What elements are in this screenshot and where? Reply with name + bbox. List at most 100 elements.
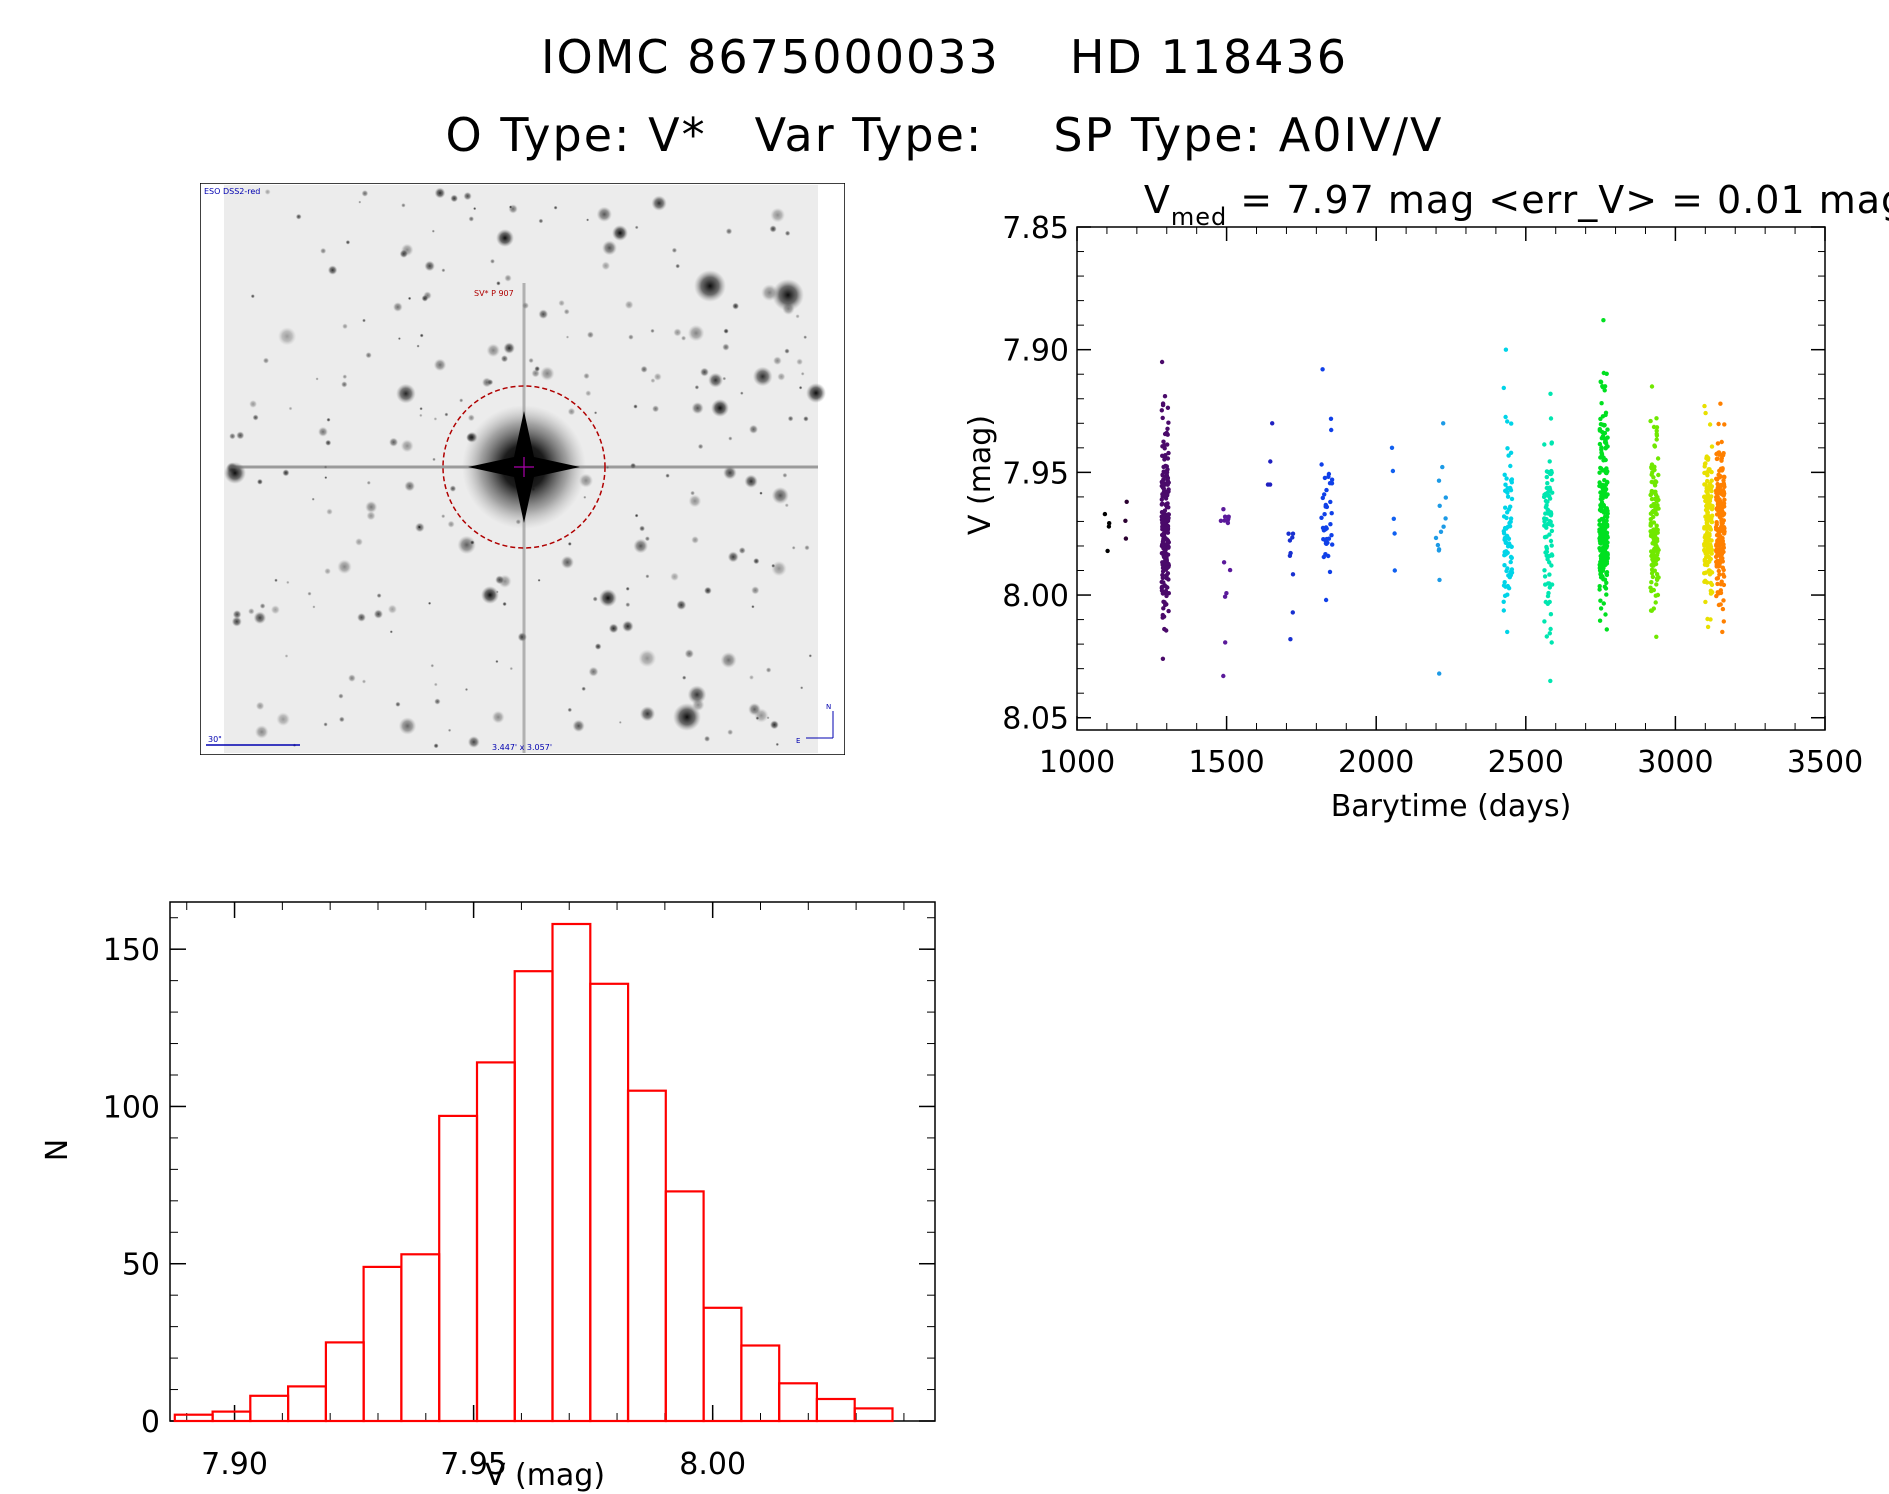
lc-point [1163,526,1168,531]
lc-point [1159,584,1165,590]
lc-point [1705,616,1710,622]
hist-xtick-label: 7.90 [201,1447,268,1482]
field-star [276,712,291,727]
field-star [307,591,312,596]
lc-point [1504,488,1509,493]
lc-point [1160,501,1165,506]
field-star [651,195,667,211]
lc-point [1164,430,1169,436]
lc-point [1222,518,1227,523]
lc-point [1705,501,1711,506]
lc-point [1707,568,1712,573]
lc-point [1599,452,1605,457]
lc-point [1702,557,1707,562]
lc-point [1655,495,1660,500]
lc-point [1165,480,1171,485]
lc-point [1598,556,1604,561]
hist-bar [702,1306,743,1423]
field-star [295,213,302,220]
lc-point [1649,580,1654,585]
lc-point [1548,416,1554,421]
field-star [676,599,687,611]
field-star [259,603,266,609]
bright-star [496,229,514,247]
field-star [800,371,805,376]
field-star [585,390,592,397]
field-star [639,706,656,722]
lc-point [1162,626,1167,632]
field-star [324,476,328,480]
lc-point [1654,543,1659,549]
field-star [753,557,760,565]
lc-point [1107,521,1112,526]
lc-point [1443,495,1448,500]
lc-point [1545,593,1551,599]
field-star [749,674,754,680]
field-star [441,268,446,273]
field-star [404,480,416,492]
lc-point [1505,629,1510,635]
iomc-id: IOMC 8675000033 [540,30,1000,84]
field-star [682,675,687,680]
field-star [468,216,475,222]
lc-point [1714,576,1720,581]
lc-point [1603,529,1608,534]
lc-point [1503,414,1508,420]
field-star [704,586,712,595]
lc-point [1597,618,1603,623]
lc-point [1598,496,1603,502]
lc-point [1655,556,1661,562]
field-star [361,679,367,684]
hist-bar [173,1413,214,1423]
field-star [540,366,555,381]
field-star [430,663,435,668]
field-star [254,725,269,739]
lc-point [1164,464,1169,469]
lc-point [1549,477,1555,483]
lc-point [1545,557,1550,562]
field-star [326,508,333,515]
lc-point [1720,488,1726,493]
field-star [320,247,327,254]
field-star [324,567,331,575]
lc-point [1159,408,1164,413]
lc-point [1164,505,1170,510]
field-star [565,335,570,339]
lc-point [1649,384,1655,389]
lc-point [1702,494,1707,499]
lc-point [1162,443,1167,448]
field-star [444,412,449,417]
lc-point [1544,503,1549,508]
lc-point [1649,588,1654,594]
field-star [665,473,670,479]
lc-xtick-label: 1000 [1039,745,1115,780]
lc-point [1321,537,1326,542]
lc-point [1722,484,1727,489]
lc-point [1597,587,1602,592]
lc-point [1605,435,1610,440]
field-star [481,377,492,388]
lc-point [1651,536,1656,541]
lc-title-v: V [1144,178,1171,222]
lc-point [1603,586,1609,591]
lc-point [1226,514,1231,519]
lc-point [1605,511,1610,516]
lc-point [1165,530,1171,535]
lc-point [1225,518,1230,523]
lc-point [1601,565,1606,571]
field-star [252,414,259,421]
lc-point [1437,503,1442,508]
lc-point [1604,466,1609,471]
lc-point [1159,359,1165,365]
lc-point [1544,634,1549,639]
lc-point [1649,465,1654,471]
field-star [486,343,501,358]
lc-point [1655,530,1660,535]
lc-point [1715,504,1721,510]
lc-point [1549,552,1554,557]
lc-point [1502,525,1508,531]
fov-label: 3.447' x 3.057' [492,743,552,752]
field-star [365,500,378,514]
field-star [634,513,639,518]
field-star [687,324,705,342]
